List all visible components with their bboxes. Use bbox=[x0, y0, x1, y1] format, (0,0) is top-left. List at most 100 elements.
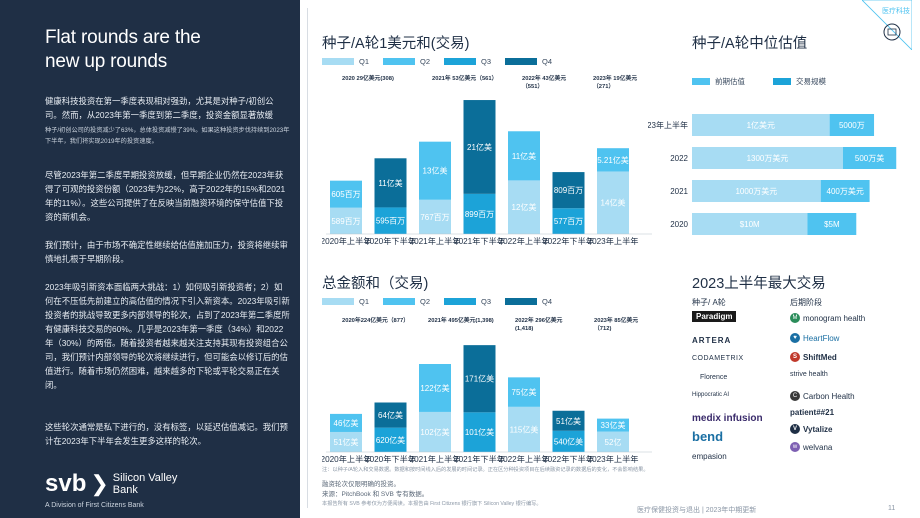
chart3-ytick-3: 2020 bbox=[670, 220, 688, 229]
shiftmed-icon: S bbox=[790, 352, 800, 362]
chart2-xtick-1: 2020年下半年 bbox=[365, 454, 416, 464]
chart1-bar-5-2 bbox=[552, 208, 585, 234]
chart2-bar-label-4-1: 75亿美 bbox=[512, 387, 537, 397]
deal-welvana: w welvana bbox=[790, 442, 832, 452]
legend2-label-q4: Q4 bbox=[542, 297, 553, 306]
chart3-legend: 前期估值 交易规模 bbox=[692, 76, 840, 87]
title-line-2: new up rounds bbox=[45, 51, 168, 72]
chart2-bar-label-1-0: 620亿美 bbox=[376, 435, 405, 445]
legend-swatch-q3 bbox=[444, 58, 477, 65]
chart2-bar-label-3-0: 101亿美 bbox=[465, 427, 494, 437]
legend-swatch-q1 bbox=[322, 58, 354, 65]
chart1-bar-label-6-1: 5.21亿美 bbox=[597, 155, 629, 165]
chart2-bar-2-1 bbox=[419, 364, 451, 412]
legend-q4: Q4 bbox=[505, 57, 552, 66]
chart1-bar-label-2-0: 767百万 bbox=[420, 213, 449, 222]
legend2-label-q1: Q1 bbox=[359, 297, 370, 306]
chart1-bar-label-0-0: 589百万 bbox=[331, 217, 360, 226]
chart2-total-2023: 2023年 85亿美元（712) bbox=[594, 318, 639, 332]
legend-swatch-q4 bbox=[505, 58, 538, 65]
vytalize-icon: V bbox=[790, 424, 800, 434]
chart2-total-2022: 2022年 296亿美元(1,418) bbox=[515, 318, 563, 332]
chart1-bar-label-0-1: 605百万 bbox=[331, 190, 360, 199]
deal-codametrix: CODAMETRIX bbox=[692, 355, 744, 362]
chart1-bar-0-0 bbox=[330, 207, 362, 234]
badge-label: 医疗科技 bbox=[882, 8, 910, 15]
chart2-bar-0-0 bbox=[330, 431, 362, 452]
chart3-ytick-2: 2021 bbox=[670, 187, 688, 196]
chart3-deal-label-2: 400万美元 bbox=[827, 186, 864, 196]
chart2-xtick-6: 2023年上半年 bbox=[588, 454, 639, 464]
chart1-bar-3-2 bbox=[463, 193, 496, 234]
chart2-xtick-5: 2022年下半年 bbox=[543, 454, 594, 464]
chart3-deal-label-1: 500万美 bbox=[855, 153, 884, 163]
chart2-xtick-0: 2020年上半年 bbox=[322, 454, 371, 464]
chart3-pre-label-3: $10M bbox=[740, 220, 760, 229]
chart2-bar-1-3 bbox=[374, 402, 407, 428]
chart1-total-2020: 2020 29亿美元(308) bbox=[342, 76, 394, 82]
heart-icon: ♥ bbox=[790, 333, 800, 343]
deal-florence: Florence bbox=[700, 374, 728, 381]
chart3-pre-label-0: 1亿美元 bbox=[747, 120, 775, 130]
deal-carbon-label: Carbon Health bbox=[803, 391, 855, 401]
chart2-xtick-2: 2021年上半年 bbox=[410, 454, 461, 464]
deal-strive: strive health bbox=[790, 371, 828, 378]
chart1-bar-label-5-0: 577百万 bbox=[554, 217, 583, 226]
deals-col2-header: 后期阶段 bbox=[790, 298, 822, 307]
legend3-deal: 交易规模 bbox=[773, 76, 826, 87]
chart2-bar-label-0-0: 51亿美 bbox=[334, 437, 359, 447]
chart1-total-2021: 2021年 53亿美元（561） bbox=[432, 76, 498, 82]
source-line-2: 来源：PitchBook 和 SVB 专有数据。 bbox=[322, 491, 429, 498]
chart1-bar-label-1-1: 11亿美 bbox=[378, 178, 402, 188]
chart1-total-2023: 2023年 19亿美元（271） bbox=[593, 76, 638, 90]
chart3-pre-label-1: 1300万美元 bbox=[747, 153, 789, 163]
deal-shiftmed: S ShiftMed bbox=[790, 352, 837, 362]
deal-heartflow: ♥ HeartFlow bbox=[790, 333, 839, 343]
legend-label-q3: Q3 bbox=[481, 57, 492, 66]
legend2-swatch-q4 bbox=[505, 298, 538, 305]
logo-name-line1: Silicon Valley bbox=[112, 472, 178, 484]
legend3-label-pre: 前期估值 bbox=[715, 77, 745, 86]
chart2-bar-label-1-1: 64亿美 bbox=[378, 410, 403, 420]
paragraph-5: 这些轮次通常是私下进行的，没有标签，以延迟估值减记。我们预计在2023年下半年会… bbox=[45, 422, 288, 446]
chart2-title: 总金额和（交易) bbox=[322, 276, 429, 292]
badge-graphic bbox=[861, 0, 913, 51]
legend2-q3: Q3 bbox=[444, 297, 491, 306]
legend3-pre: 前期估值 bbox=[692, 76, 745, 87]
chart1-xtick-4: 2022年上半年 bbox=[499, 236, 550, 246]
carbon-icon: C bbox=[790, 391, 800, 401]
chart2-bar-1-2 bbox=[374, 427, 407, 452]
chart1-bar-label-1-0: 595百万 bbox=[376, 217, 405, 226]
chart2-bar-6-0 bbox=[597, 431, 629, 452]
deal-monogram-label: monogram health bbox=[803, 313, 866, 323]
chart2-total-2020: 2020年224亿美元（877） bbox=[342, 318, 410, 324]
medical-icon bbox=[883, 23, 901, 41]
chart1-xtick-3: 2021年下半年 bbox=[454, 236, 505, 246]
chart1-bar-label-3-1: 21亿美 bbox=[467, 142, 492, 152]
legend2-swatch-q3 bbox=[444, 298, 477, 305]
chart2-xtick-3: 2021年下半年 bbox=[454, 454, 505, 464]
deal-vytalize-label: Vytalize bbox=[803, 424, 833, 434]
chart2-footnote: 注：以种子/A轮入和交易数据。数据和按时间线入后的发展的时间记录。正在区分种投资… bbox=[322, 467, 649, 473]
chart1-bar-0-1 bbox=[330, 180, 362, 208]
chevron-right-icon: ❯ bbox=[90, 471, 109, 496]
chart2-bar-label-2-1: 122亿美 bbox=[420, 383, 449, 393]
chart1-legend: Q1 Q2 Q3 Q4 bbox=[322, 57, 566, 66]
page-number: 11 bbox=[888, 505, 896, 512]
chart2-bar-label-6-0: 52亿 bbox=[605, 437, 622, 447]
chart2-bar-label-4-0: 115亿美 bbox=[510, 424, 539, 434]
deals-title: 2023上半年最大交易 bbox=[692, 276, 826, 292]
welvana-icon: w bbox=[790, 442, 800, 452]
legend-q2: Q2 bbox=[383, 57, 430, 66]
chart3-pre-bar-2 bbox=[692, 180, 821, 202]
chart3-deal-bar-0 bbox=[829, 114, 875, 136]
chart1-total-2022: 2022年 43亿美元（551） bbox=[522, 76, 567, 90]
chart2-bar-3-2 bbox=[463, 412, 496, 452]
chart3-title: 种子/A轮中位估值 bbox=[692, 36, 808, 52]
chart2-xtick-4: 2022年上半年 bbox=[499, 454, 550, 464]
chart3-pre-label-2: 1000万美元 bbox=[735, 186, 777, 196]
svb-logo: svb ❯ Silicon Valley Bank bbox=[45, 470, 177, 498]
paragraph-3: 我们预计，由于市场不确定性继续给估值施加压力，投资将继续审慎地扎根于早期阶段。 bbox=[45, 240, 288, 264]
source-line-3: 本报告所有 SVB 参考仅为方便阅读。本报告由 First Citizens 银… bbox=[322, 501, 542, 507]
chart1-bar-6-1 bbox=[597, 148, 629, 172]
